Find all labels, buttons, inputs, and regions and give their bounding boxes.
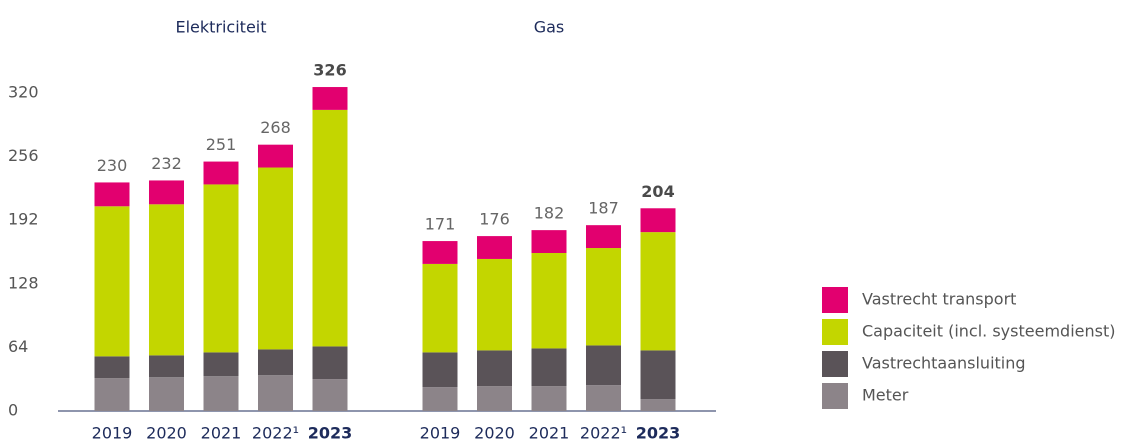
bar-segment	[149, 180, 184, 205]
bar-segment	[531, 252, 567, 349]
y-tick-label: 256	[8, 146, 39, 165]
bar-segment	[531, 386, 567, 411]
bar-segment	[640, 208, 676, 233]
bar-segment	[531, 230, 567, 253]
bar-segment	[586, 385, 621, 411]
panel-title: Gas	[534, 18, 565, 37]
bar-segment	[640, 399, 676, 411]
bar-segment	[586, 248, 621, 346]
bar-segment	[149, 355, 184, 378]
bar-segment	[203, 184, 239, 353]
total-label: 230	[97, 156, 128, 175]
bar-segment	[94, 206, 130, 357]
legend-label: Vastrecht transport	[862, 290, 1016, 309]
x-tick-label: 2020	[474, 424, 515, 443]
bar-segment	[586, 225, 621, 249]
x-tick-label: 2021	[201, 424, 242, 443]
x-tick-label: 2019	[92, 424, 133, 443]
bar-segment	[94, 182, 130, 207]
legend-label: Capaciteit (incl. systeemdienst)	[862, 322, 1115, 341]
total-label: 204	[641, 182, 674, 201]
x-tick-label: 2020	[146, 424, 187, 443]
bar-segment	[477, 386, 512, 411]
legend-swatch	[822, 319, 848, 345]
total-label: 268	[260, 118, 291, 137]
bar-segment	[149, 204, 184, 356]
y-tick-label: 320	[8, 83, 39, 102]
x-tick-label: 2023	[308, 424, 353, 443]
y-tick-label: 192	[8, 210, 39, 229]
bar-segment	[640, 350, 676, 400]
bar-segment	[477, 350, 512, 387]
bar-segment	[477, 258, 512, 351]
bar-segment	[258, 349, 293, 376]
bar-segment	[586, 345, 621, 386]
bar-segment	[258, 375, 293, 411]
bar-segment	[312, 346, 348, 380]
x-tick-label: 2023	[636, 424, 681, 443]
bar-segment	[422, 263, 458, 353]
bar-segment	[422, 387, 458, 411]
legend-swatch	[822, 351, 848, 377]
y-tick-label: 64	[8, 337, 28, 356]
bar-segment	[312, 87, 348, 110]
bar-segment	[312, 379, 348, 411]
bar-segment	[203, 352, 239, 377]
bar-segment	[477, 236, 512, 259]
bar-segment	[422, 241, 458, 264]
total-label: 232	[151, 154, 182, 173]
bar-segment	[312, 109, 348, 347]
panel-title: Elektriciteit	[175, 18, 266, 37]
bar-segment	[94, 356, 130, 379]
total-label: 176	[479, 210, 510, 229]
total-label: 326	[313, 61, 346, 80]
total-label: 171	[425, 215, 456, 234]
bar-segment	[203, 161, 239, 185]
x-tick-label: 2021	[529, 424, 570, 443]
legend-label: Meter	[862, 386, 909, 405]
legend-label: Vastrechtaansluiting	[862, 354, 1026, 373]
bar-segment	[640, 232, 676, 351]
x-tick-label: 2022¹	[252, 424, 299, 443]
x-tick-label: 2022¹	[580, 424, 627, 443]
x-tick-label: 2019	[420, 424, 461, 443]
legend-swatch	[822, 287, 848, 313]
bar-segment	[258, 167, 293, 350]
bar-segment	[531, 348, 567, 387]
total-label: 182	[534, 204, 565, 223]
bar-segment	[258, 144, 293, 168]
bar-segment	[203, 376, 239, 411]
bar-segment	[149, 377, 184, 411]
y-tick-label: 128	[8, 273, 39, 292]
legend-swatch	[822, 383, 848, 409]
total-label: 187	[588, 199, 619, 218]
bar-segment	[94, 378, 130, 411]
total-label: 251	[206, 135, 237, 154]
bar-segment	[422, 352, 458, 388]
y-tick-label: 0	[8, 401, 18, 420]
